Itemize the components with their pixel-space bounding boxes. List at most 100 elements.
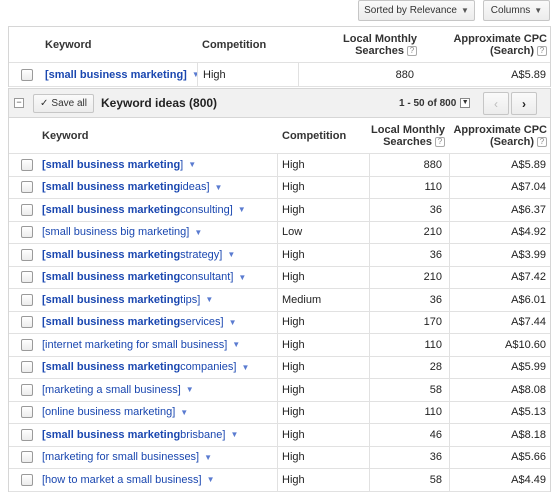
chevron-down-icon[interactable]: ▼	[185, 385, 194, 395]
keyword-link[interactable]: [internet marketing for small business] …	[42, 334, 240, 356]
chevron-down-icon[interactable]: ▼	[237, 205, 246, 215]
searches-header-line1: Local Monthly	[343, 32, 417, 45]
searches-value: 110	[424, 338, 442, 351]
chevron-down-icon[interactable]: ▼	[214, 182, 223, 192]
row-checkbox[interactable]	[21, 383, 33, 396]
chevron-down-icon[interactable]: ▼	[460, 98, 471, 108]
column-header-keyword[interactable]: Keyword	[42, 129, 89, 142]
cpc-value: A$10.60	[505, 338, 546, 351]
keyword-rest-part: [online business marketing]	[42, 406, 176, 419]
chevron-down-icon[interactable]: ▼	[188, 160, 197, 170]
competition-value: High	[203, 68, 226, 81]
prev-page-button[interactable]: ‹	[483, 92, 509, 115]
help-icon[interactable]: ?	[537, 45, 547, 56]
keyword-rest-part: companies]	[180, 361, 237, 374]
table-row: [small business marketing brisbane] ▼ Hi…	[9, 424, 550, 447]
chevron-down-icon[interactable]: ▼	[241, 362, 250, 372]
keyword-link[interactable]: [small business marketing ideas] ▼	[42, 177, 222, 199]
keyword-link[interactable]: [small business marketing consultant] ▼	[42, 267, 246, 289]
table-row: [small business marketing] ▼ High 880 A$…	[9, 154, 550, 177]
keyword-ideas-title: Keyword ideas (800)	[101, 96, 218, 110]
row-checkbox[interactable]	[21, 68, 33, 81]
sort-dropdown-button[interactable]: Sorted by Relevance ▼	[358, 0, 475, 21]
keyword-link[interactable]: [small business big marketing] ▼	[42, 222, 202, 244]
columns-label: Columns	[490, 5, 531, 16]
help-icon[interactable]: ?	[407, 45, 417, 56]
row-checkbox[interactable]	[21, 406, 33, 419]
pagination-range: 1 - 50 of 800	[399, 97, 457, 109]
keyword-link[interactable]: [small business marketing strategy] ▼	[42, 244, 235, 266]
row-checkbox[interactable]	[21, 203, 33, 216]
help-icon[interactable]: ?	[537, 136, 547, 147]
keyword-link[interactable]: [small business marketing consulting] ▼	[42, 199, 246, 221]
cpc-value: A$7.04	[511, 181, 546, 194]
keyword-link[interactable]: [small business marketing] ▼	[45, 63, 200, 86]
cpc-value: A$6.01	[511, 293, 546, 306]
keyword-link[interactable]: [small business marketing companies] ▼	[42, 357, 249, 379]
cpc-value: A$8.08	[511, 383, 546, 396]
chevron-down-icon[interactable]: ▼	[180, 407, 189, 417]
chevron-down-icon[interactable]: ▼	[194, 227, 203, 237]
chevron-down-icon[interactable]: ▼	[227, 250, 236, 260]
keyword-link[interactable]: [marketing a small business] ▼	[42, 379, 194, 401]
help-icon[interactable]: ?	[435, 136, 445, 147]
keyword-link[interactable]: [small business marketing services] ▼	[42, 312, 237, 334]
chevron-down-icon[interactable]: ▼	[191, 70, 200, 79]
keyword-link[interactable]: [how to market a small business] ▼	[42, 469, 215, 491]
keyword-rest-part: strategy]	[180, 248, 223, 261]
row-checkbox[interactable]	[21, 473, 33, 486]
row-checkbox[interactable]	[21, 451, 33, 464]
column-header-searches[interactable]: Local Monthly Searches?	[349, 118, 445, 153]
row-checkbox[interactable]	[21, 158, 33, 171]
keyword-rest-part: [marketing a small business]	[42, 383, 181, 396]
keyword-link[interactable]: [marketing for small businesses] ▼	[42, 447, 212, 469]
row-checkbox[interactable]	[21, 293, 33, 306]
column-header-searches[interactable]: Local Monthly Searches?	[309, 27, 417, 62]
table-row: [how to market a small business] ▼ High …	[9, 469, 550, 492]
searches-value: 58	[429, 383, 442, 396]
keyword-bold-part: [small business marketing	[42, 158, 181, 171]
searches-value: 36	[429, 451, 442, 464]
chevron-down-icon[interactable]: ▼	[238, 272, 247, 282]
keyword-bold-part: [small business marketing	[42, 428, 181, 441]
searches-value: 36	[429, 203, 442, 216]
next-page-button[interactable]: ›	[511, 92, 537, 115]
column-header-cpc[interactable]: Approximate CPC (Search)?	[449, 118, 547, 153]
collapse-icon[interactable]: −	[14, 98, 24, 108]
chevron-down-icon[interactable]: ▼	[230, 430, 239, 440]
row-checkbox[interactable]	[21, 428, 33, 441]
cpc-value: A$7.44	[511, 316, 546, 329]
chevron-down-icon[interactable]: ▼	[206, 475, 215, 485]
save-all-button[interactable]: ✓ Save all	[33, 94, 94, 113]
save-all-label: Save all	[51, 98, 87, 109]
columns-dropdown-button[interactable]: Columns ▼	[483, 0, 550, 21]
column-header-cpc[interactable]: Approximate CPC (Search)?	[429, 27, 547, 62]
table-row: [small business marketing consulting] ▼ …	[9, 199, 550, 222]
row-checkbox[interactable]	[21, 226, 33, 239]
chevron-down-icon[interactable]: ▼	[204, 452, 213, 462]
keyword-link[interactable]: [small business marketing brisbane] ▼	[42, 424, 238, 446]
row-checkbox[interactable]	[21, 248, 33, 261]
column-header-competition[interactable]: Competition	[202, 38, 267, 51]
chevron-down-icon[interactable]: ▼	[205, 295, 214, 305]
row-checkbox[interactable]	[21, 361, 33, 374]
row-checkbox[interactable]	[21, 271, 33, 284]
competition-value: High	[282, 383, 305, 396]
keyword-ideas-body: [small business marketing] ▼ High 880 A$…	[9, 154, 550, 492]
competition-value: High	[282, 248, 305, 261]
chevron-down-icon[interactable]: ▼	[228, 317, 237, 327]
row-checkbox[interactable]	[21, 181, 33, 194]
keyword-link[interactable]: [small business marketing tips] ▼	[42, 289, 213, 311]
keyword-bold-part: [small business marketing	[42, 181, 181, 194]
pagination-info: 1 - 50 of 800 ▼	[399, 89, 471, 117]
column-header-keyword[interactable]: Keyword	[45, 38, 92, 51]
keyword-link[interactable]: [small business marketing] ▼	[42, 154, 196, 176]
keyword-rest-part: [small business big marketing]	[42, 226, 190, 239]
keyword-link[interactable]: [online business marketing] ▼	[42, 402, 188, 424]
keyword-ideas-toolbar: − ✓ Save all Keyword ideas (800) 1 - 50 …	[9, 88, 550, 118]
cpc-header-line2: (Search)	[489, 44, 534, 57]
row-checkbox[interactable]	[21, 338, 33, 351]
row-checkbox[interactable]	[21, 316, 33, 329]
column-header-competition[interactable]: Competition	[282, 129, 347, 142]
chevron-down-icon[interactable]: ▼	[232, 340, 241, 350]
